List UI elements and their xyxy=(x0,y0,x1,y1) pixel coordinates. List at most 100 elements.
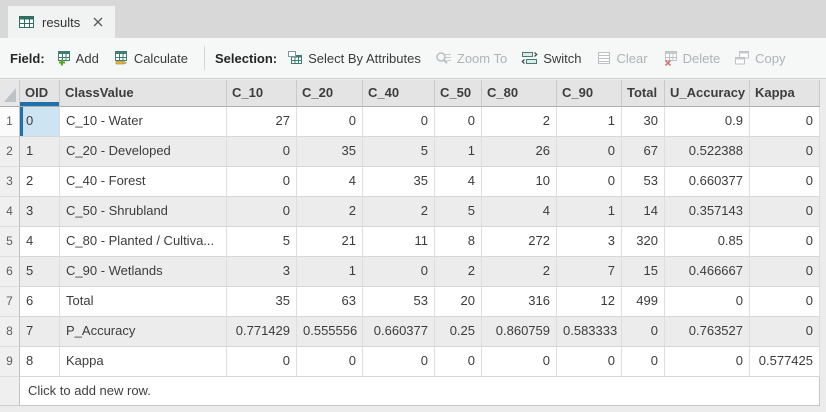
value-cell[interactable]: 1 xyxy=(557,107,622,137)
oid-cell[interactable]: 1 xyxy=(20,137,60,167)
row-number-cell[interactable]: 5 xyxy=(0,227,20,257)
value-cell[interactable]: 4 xyxy=(435,167,482,197)
value-cell[interactable]: 272 xyxy=(482,227,557,257)
value-cell[interactable]: 1 xyxy=(297,257,363,287)
value-cell[interactable]: 0 xyxy=(227,137,297,167)
value-cell[interactable]: 11 xyxy=(363,227,435,257)
value-cell[interactable]: 3 xyxy=(227,257,297,287)
value-cell[interactable]: 27 xyxy=(227,107,297,137)
row-number-cell[interactable]: 9 xyxy=(0,347,20,377)
classvalue-cell[interactable]: Kappa xyxy=(60,347,227,377)
value-cell[interactable]: 0 xyxy=(557,137,622,167)
classvalue-cell[interactable]: C_90 - Wetlands xyxy=(60,257,227,287)
select-all-corner[interactable] xyxy=(0,80,20,107)
value-cell[interactable]: 0 xyxy=(750,167,820,197)
switch-selection-button[interactable]: Switch xyxy=(521,50,582,66)
value-cell[interactable]: 2 xyxy=(482,107,557,137)
value-cell[interactable]: 0 xyxy=(227,167,297,197)
value-cell[interactable]: 26 xyxy=(482,137,557,167)
value-cell[interactable]: 2 xyxy=(482,257,557,287)
value-cell[interactable]: 0 xyxy=(557,167,622,197)
oid-cell[interactable]: 2 xyxy=(20,167,60,197)
value-cell[interactable]: 0 xyxy=(665,287,750,317)
add-field-button[interactable]: Add xyxy=(55,50,99,66)
value-cell[interactable]: 12 xyxy=(557,287,622,317)
calculate-field-button[interactable]: Calculate xyxy=(113,50,188,66)
value-cell[interactable]: 0.25 xyxy=(435,317,482,347)
oid-cell[interactable]: 3 xyxy=(20,197,60,227)
value-cell[interactable]: 5 xyxy=(227,227,297,257)
column-header-c_90[interactable]: C_90 xyxy=(557,80,622,107)
value-cell[interactable]: 3 xyxy=(557,227,622,257)
classvalue-cell[interactable]: C_20 - Developed xyxy=(60,137,227,167)
classvalue-cell[interactable]: P_Accuracy xyxy=(60,317,227,347)
value-cell[interactable]: 0 xyxy=(227,347,297,377)
value-cell[interactable]: 0 xyxy=(227,197,297,227)
classvalue-cell[interactable]: Total xyxy=(60,287,227,317)
value-cell[interactable]: 320 xyxy=(622,227,665,257)
value-cell[interactable]: 0 xyxy=(435,347,482,377)
value-cell[interactable]: 0 xyxy=(297,107,363,137)
row-number-cell[interactable]: 8 xyxy=(0,317,20,347)
tab-results[interactable]: results xyxy=(8,6,116,38)
row-number-cell[interactable]: 6 xyxy=(0,257,20,287)
value-cell[interactable]: 0 xyxy=(750,287,820,317)
value-cell[interactable]: 2 xyxy=(297,197,363,227)
value-cell[interactable]: 2 xyxy=(363,197,435,227)
close-icon[interactable] xyxy=(91,15,105,29)
value-cell[interactable]: 53 xyxy=(622,167,665,197)
value-cell[interactable]: 53 xyxy=(363,287,435,317)
value-cell[interactable]: 35 xyxy=(363,167,435,197)
add-row-prompt[interactable]: Click to add new row. xyxy=(20,377,820,406)
value-cell[interactable]: 2 xyxy=(435,257,482,287)
oid-cell[interactable]: 6 xyxy=(20,287,60,317)
value-cell[interactable]: 14 xyxy=(622,197,665,227)
value-cell[interactable]: 35 xyxy=(227,287,297,317)
value-cell[interactable]: 316 xyxy=(482,287,557,317)
oid-cell[interactable]: 7 xyxy=(20,317,60,347)
value-cell[interactable]: 4 xyxy=(482,197,557,227)
column-header-c_10[interactable]: C_10 xyxy=(227,80,297,107)
row-number-cell[interactable]: 1 xyxy=(0,107,20,137)
value-cell[interactable]: 5 xyxy=(435,197,482,227)
oid-cell[interactable]: 5 xyxy=(20,257,60,287)
value-cell[interactable]: 0 xyxy=(557,347,622,377)
value-cell[interactable]: 1 xyxy=(557,197,622,227)
value-cell[interactable]: 0 xyxy=(750,137,820,167)
column-header-kappa[interactable]: Kappa xyxy=(750,80,820,107)
value-cell[interactable]: 0 xyxy=(363,257,435,287)
value-cell[interactable]: 0.763527 xyxy=(665,317,750,347)
row-number-cell[interactable]: 3 xyxy=(0,167,20,197)
value-cell[interactable]: 35 xyxy=(297,137,363,167)
value-cell[interactable]: 0.85 xyxy=(665,227,750,257)
oid-cell[interactable]: 4 xyxy=(20,227,60,257)
value-cell[interactable]: 0 xyxy=(750,107,820,137)
value-cell[interactable]: 4 xyxy=(297,167,363,197)
classvalue-cell[interactable]: C_50 - Shrubland xyxy=(60,197,227,227)
value-cell[interactable]: 67 xyxy=(622,137,665,167)
value-cell[interactable]: 0.522388 xyxy=(665,137,750,167)
value-cell[interactable]: 0 xyxy=(363,347,435,377)
value-cell[interactable]: 0 xyxy=(435,107,482,137)
value-cell[interactable]: 8 xyxy=(435,227,482,257)
value-cell[interactable]: 0 xyxy=(665,347,750,377)
select-by-attributes-button[interactable]: Select By Attributes xyxy=(287,50,421,66)
value-cell[interactable]: 0.771429 xyxy=(227,317,297,347)
value-cell[interactable]: 63 xyxy=(297,287,363,317)
value-cell[interactable]: 0.9 xyxy=(665,107,750,137)
column-header-c_40[interactable]: C_40 xyxy=(363,80,435,107)
value-cell[interactable]: 0.357143 xyxy=(665,197,750,227)
value-cell[interactable]: 0 xyxy=(750,227,820,257)
value-cell[interactable]: 0 xyxy=(622,317,665,347)
row-number-cell[interactable]: 4 xyxy=(0,197,20,227)
value-cell[interactable]: 0.555556 xyxy=(297,317,363,347)
value-cell[interactable]: 10 xyxy=(482,167,557,197)
value-cell[interactable]: 0.860759 xyxy=(482,317,557,347)
classvalue-cell[interactable]: C_80 - Planted / Cultiva... xyxy=(60,227,227,257)
value-cell[interactable]: 0.583333 xyxy=(557,317,622,347)
oid-cell[interactable]: 8 xyxy=(20,347,60,377)
value-cell[interactable]: 0 xyxy=(750,317,820,347)
value-cell[interactable]: 15 xyxy=(622,257,665,287)
value-cell[interactable]: 0 xyxy=(482,347,557,377)
value-cell[interactable]: 20 xyxy=(435,287,482,317)
